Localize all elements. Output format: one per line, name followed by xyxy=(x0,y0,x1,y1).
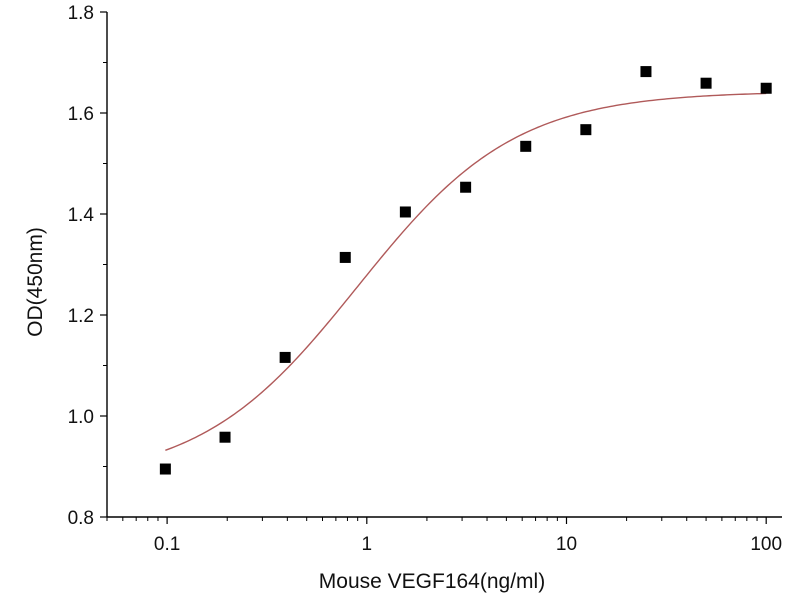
y-tick-label: 1.8 xyxy=(68,3,94,24)
x-axis-title: Mouse VEGF164(ng/ml) xyxy=(319,570,545,593)
x-tick-label: 0.1 xyxy=(154,534,180,555)
data-point xyxy=(339,251,351,263)
data-point xyxy=(760,82,772,94)
plot-frame xyxy=(106,12,782,518)
x-tick-label: 100 xyxy=(750,534,782,555)
y-tick-label: 1.2 xyxy=(68,306,94,327)
y-axis-ticks: 0.8 1.0 1.2 1.4 1.6 1.8 xyxy=(68,3,107,529)
y-tick-label: 1.6 xyxy=(68,104,94,125)
data-point xyxy=(279,351,291,363)
y-tick-label: 0.8 xyxy=(68,508,94,529)
y-tick-label: 1.0 xyxy=(68,407,94,428)
y-tick-label: 1.4 xyxy=(68,205,95,226)
data-point xyxy=(520,140,532,152)
y-axis-title: OD(450nm) xyxy=(24,227,47,337)
fit-curve xyxy=(165,92,767,451)
x-axis-ticks: 0.1 1 10 100 xyxy=(106,517,782,555)
data-point xyxy=(580,124,592,136)
data-point xyxy=(219,431,231,443)
data-point xyxy=(460,181,472,193)
data-points xyxy=(159,66,772,475)
data-point xyxy=(640,66,652,78)
data-point xyxy=(159,463,171,475)
fit-curve-layer xyxy=(165,92,767,451)
data-point xyxy=(399,206,411,218)
data-point xyxy=(700,77,712,89)
x-tick-label: 10 xyxy=(556,534,577,555)
x-tick-label: 1 xyxy=(362,534,373,555)
